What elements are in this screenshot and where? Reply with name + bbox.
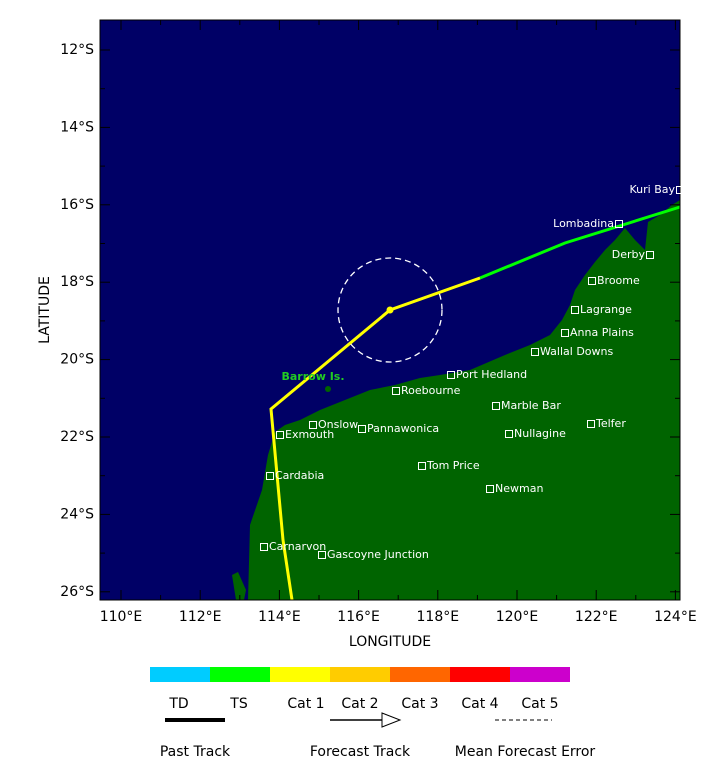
- town-marker: [571, 306, 579, 314]
- legend-label: Cat 5: [521, 696, 558, 712]
- x-axis-label: LONGITUDE: [349, 634, 431, 650]
- town-label: Port Hedland: [456, 368, 527, 381]
- y-tick-label: 24°S: [60, 506, 94, 522]
- town-marker: [276, 431, 284, 439]
- y-tick-label: 16°S: [60, 197, 94, 213]
- town-label: Gascoyne Junction: [327, 548, 429, 561]
- legend-track-label: Forecast Track: [310, 744, 411, 760]
- town-label: Cardabia: [275, 469, 324, 482]
- x-tick-label: 118°E: [417, 609, 460, 625]
- x-tick-label: 110°E: [100, 609, 143, 625]
- y-axis-label: LATITUDE: [37, 276, 53, 344]
- town-label: Telfer: [595, 417, 626, 430]
- forecast-error-circle: [337, 257, 443, 363]
- y-tick-label: 18°S: [60, 274, 94, 290]
- y-tick-label: 26°S: [60, 584, 94, 600]
- legend-label: Cat 2: [341, 696, 378, 712]
- town-label: Pannawonica: [367, 422, 439, 435]
- island-label: Barrow Is.: [281, 370, 344, 383]
- x-tick-label: 114°E: [258, 609, 301, 625]
- town-label: Wallal Downs: [540, 345, 613, 358]
- legend-track-label: Mean Forecast Error: [455, 744, 596, 760]
- legend-swatch: [150, 667, 210, 682]
- land: [248, 200, 680, 600]
- land: [232, 572, 246, 600]
- town-label: Carnarvon: [269, 540, 326, 553]
- forecast-arrow: [381, 712, 402, 728]
- town-label: Lombadina: [553, 217, 614, 230]
- town-marker: [646, 251, 654, 259]
- island: [325, 386, 331, 392]
- legend-track-label: Past Track: [160, 744, 231, 760]
- town-label: Exmouth: [285, 428, 334, 441]
- x-tick-label: 116°E: [337, 609, 380, 625]
- town-label: Onslow: [318, 418, 358, 431]
- town-marker: [588, 277, 596, 285]
- town-marker: [587, 420, 595, 428]
- y-tick-label: 20°S: [60, 352, 94, 368]
- legend-label: Cat 4: [461, 696, 498, 712]
- x-tick-label: 120°E: [496, 609, 539, 625]
- town-label: Lagrange: [580, 303, 632, 316]
- legend-label: TS: [229, 696, 248, 712]
- legend-label: Cat 3: [401, 696, 438, 712]
- x-tick-label: 112°E: [179, 609, 222, 625]
- legend-label: TD: [168, 696, 188, 712]
- town-marker: [531, 348, 539, 356]
- y-tick-label: 12°S: [60, 42, 94, 58]
- past-track-cat1: [269, 276, 481, 601]
- town-marker: [260, 543, 268, 551]
- town-marker: [561, 329, 569, 337]
- past-track-ts: [479, 205, 681, 280]
- town-label: Derby: [612, 248, 646, 261]
- town-marker: [309, 421, 317, 429]
- town-marker: [318, 551, 326, 559]
- legend-swatch: [510, 667, 570, 682]
- town-label: Anna Plains: [570, 326, 634, 339]
- town-marker: [615, 220, 623, 228]
- town-label: Roebourne: [401, 384, 461, 397]
- town-marker: [418, 462, 426, 470]
- map-frame: [99, 19, 681, 601]
- y-tick-label: 14°S: [60, 119, 94, 135]
- town-marker: [266, 472, 274, 480]
- town-marker: [492, 402, 500, 410]
- legend-swatch: [330, 667, 390, 682]
- legend-swatch: [390, 667, 450, 682]
- y-tick-label: 22°S: [60, 429, 94, 445]
- x-tick-label: 124°E: [654, 609, 697, 625]
- town-label: Newman: [495, 482, 543, 495]
- town-marker: [486, 485, 494, 493]
- x-tick-label: 122°E: [575, 609, 618, 625]
- town-marker: [676, 186, 684, 194]
- town-label: Tom Price: [426, 459, 480, 472]
- town-label: Nullagine: [514, 427, 566, 440]
- current-position: [386, 306, 394, 314]
- legend-label: Cat 1: [287, 696, 324, 712]
- town-label: Marble Bar: [501, 399, 561, 412]
- town-label: Broome: [597, 274, 640, 287]
- town-label: Kuri Bay: [629, 183, 675, 196]
- legend-swatch: [450, 667, 510, 682]
- legend-swatch: [210, 667, 270, 682]
- town-marker: [358, 425, 366, 433]
- legend-swatch: [270, 667, 330, 682]
- town-marker: [392, 387, 400, 395]
- town-marker: [505, 430, 513, 438]
- town-marker: [447, 371, 455, 379]
